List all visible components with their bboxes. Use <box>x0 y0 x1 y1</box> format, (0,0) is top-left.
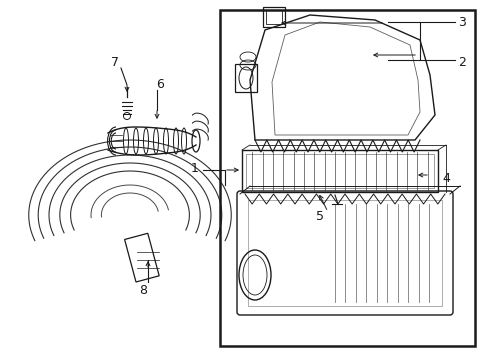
Bar <box>220 10 474 346</box>
Bar <box>265 10 282 24</box>
Text: 3: 3 <box>457 15 465 28</box>
Bar <box>263 7 285 27</box>
Text: 8: 8 <box>139 284 147 297</box>
Text: 2: 2 <box>457 55 465 68</box>
Text: 7: 7 <box>111 55 119 68</box>
Bar <box>245 154 433 188</box>
Bar <box>242 150 437 192</box>
Bar <box>247 200 441 306</box>
Bar <box>235 64 257 92</box>
Text: 1: 1 <box>191 162 199 175</box>
Bar <box>124 233 159 282</box>
Text: 4: 4 <box>441 171 449 184</box>
Text: 6: 6 <box>156 77 163 90</box>
Text: 5: 5 <box>315 211 324 224</box>
